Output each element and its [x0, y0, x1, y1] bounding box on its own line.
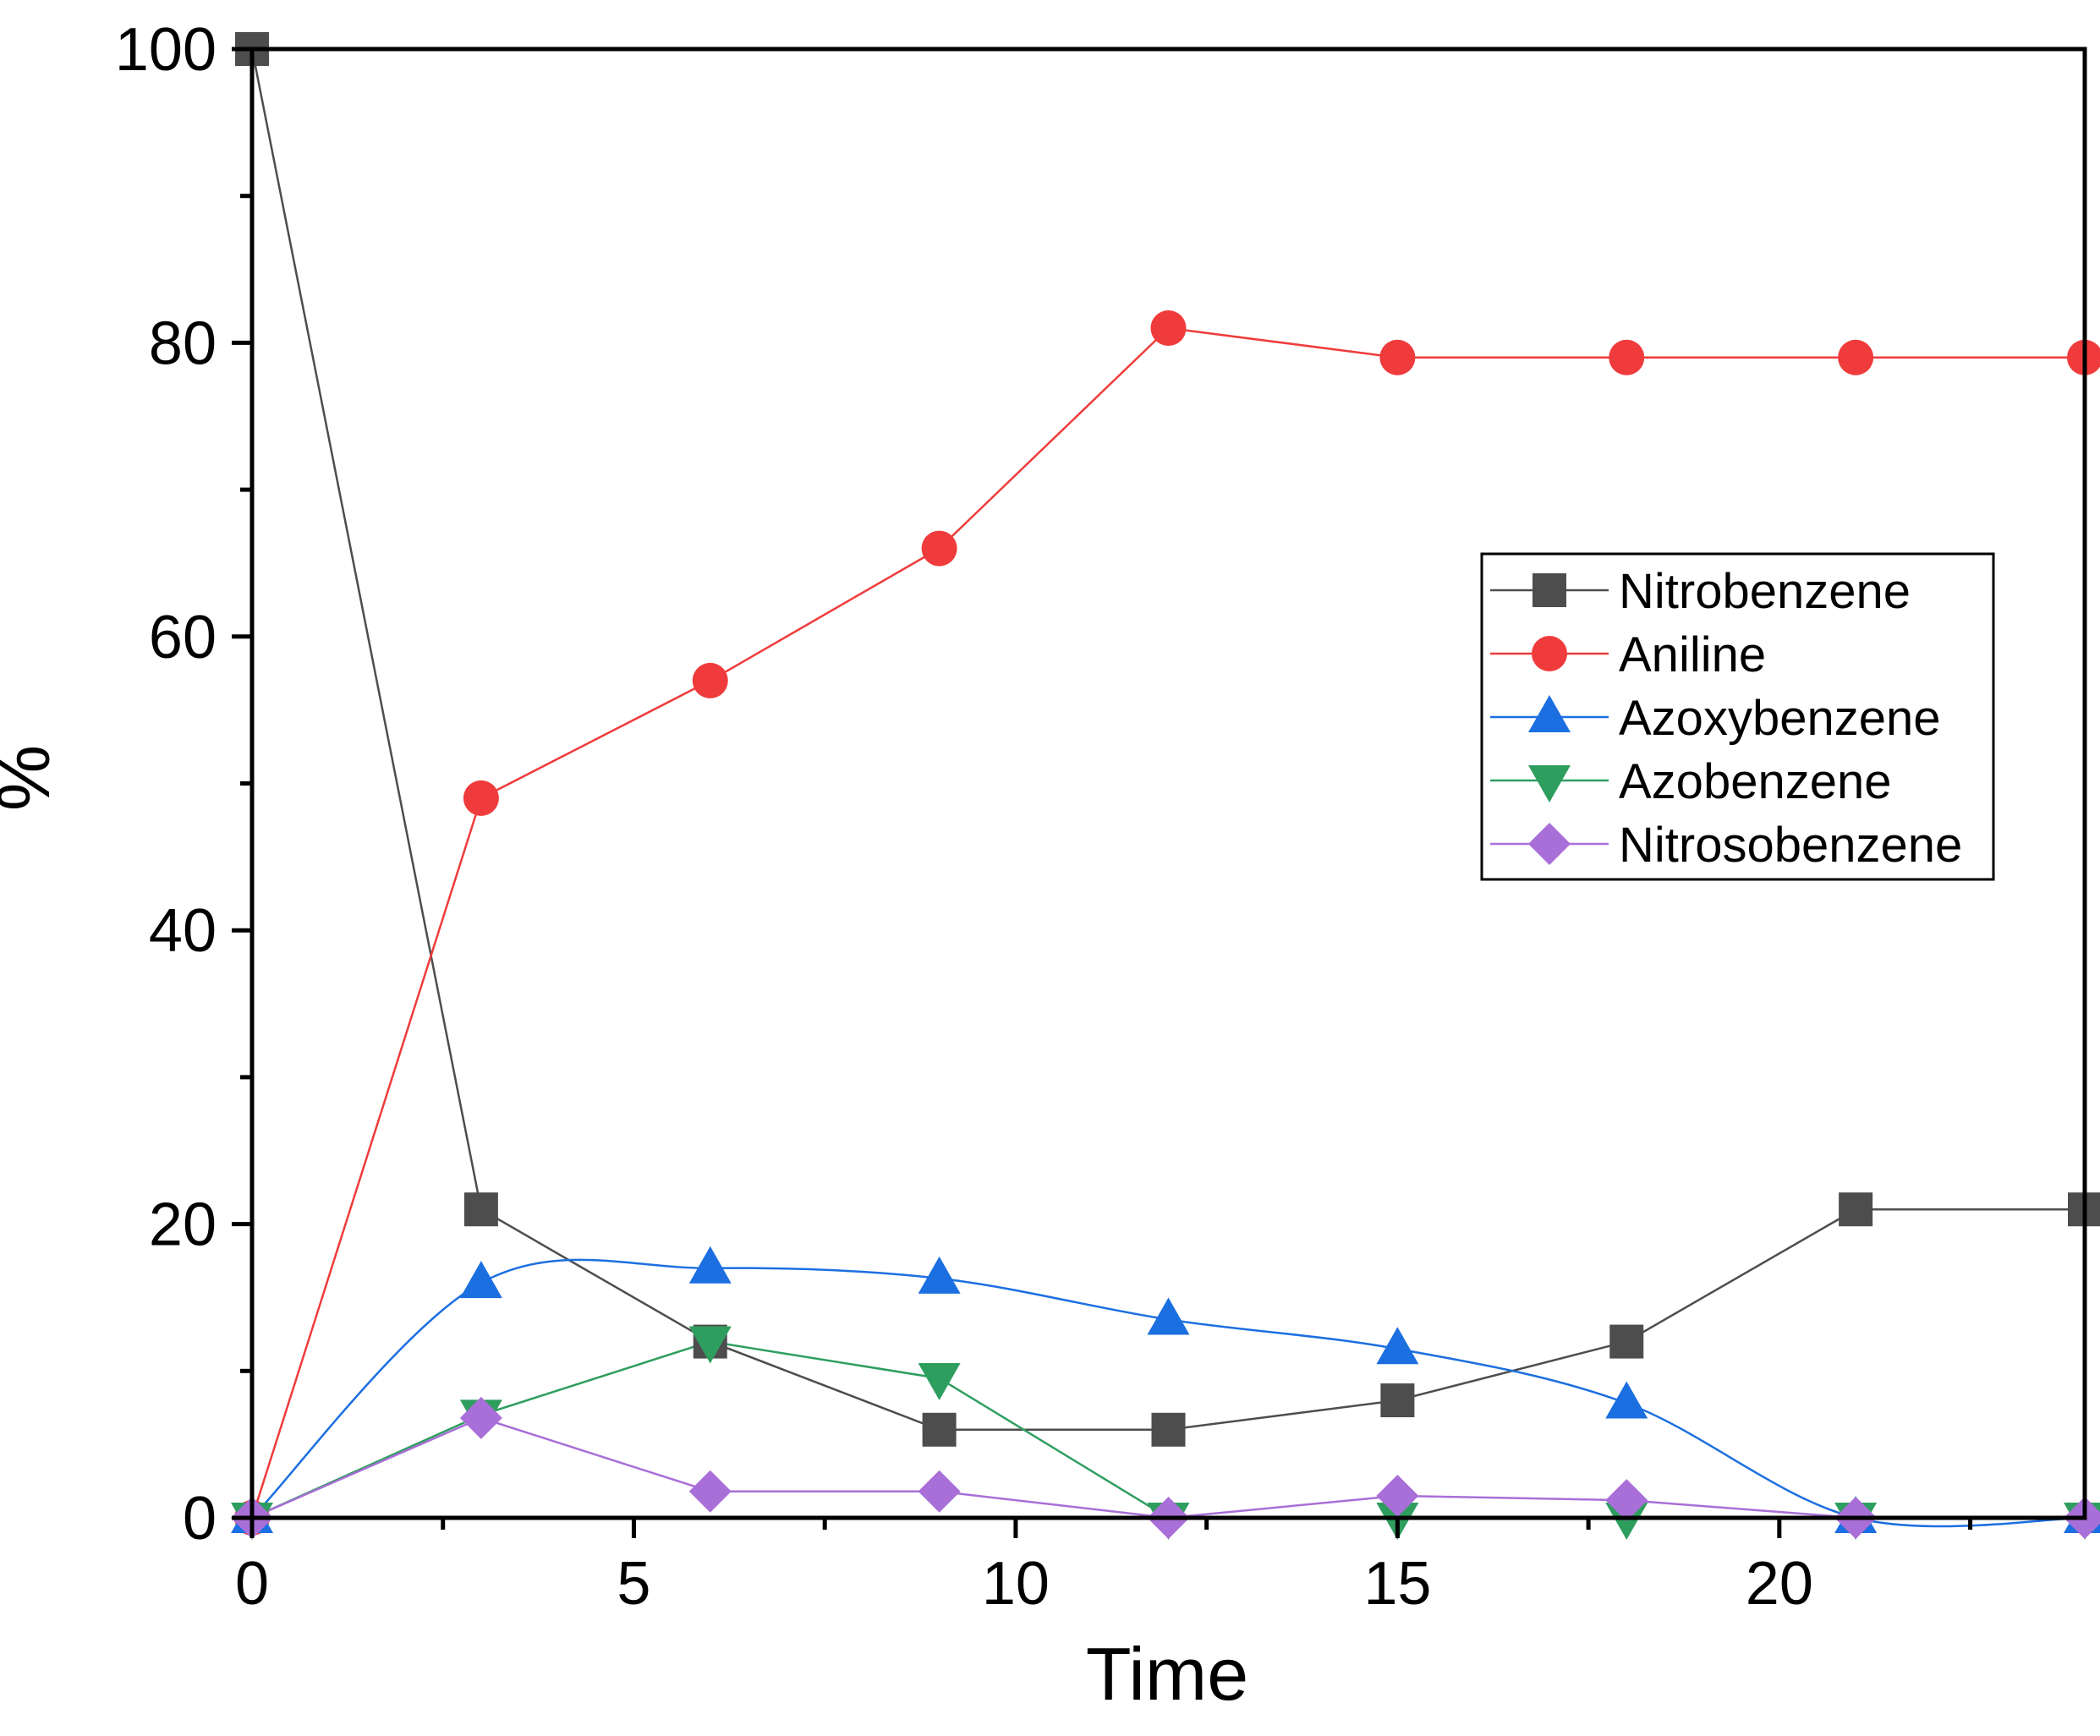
legend-label: Nitrobenzene: [1619, 564, 1911, 619]
data-point-azoxybenzene: [1147, 1297, 1190, 1335]
legend-marker: [1532, 636, 1567, 671]
x-tick-label: 10: [982, 1550, 1050, 1618]
data-point-nitrosobenzene: [688, 1470, 732, 1513]
data-point-nitrobenzene: [1151, 1412, 1186, 1447]
data-point-aniline: [1379, 339, 1416, 375]
y-tick-label: 60: [149, 604, 217, 671]
legend-marker: [1528, 695, 1571, 732]
y-tick-label: 0: [183, 1485, 217, 1553]
x-tick-label: 15: [1363, 1550, 1431, 1618]
data-point-nitrobenzene: [1609, 1324, 1644, 1359]
legend-label: Azobenzene: [1619, 754, 1891, 809]
data-point-azoxybenzene: [688, 1246, 732, 1284]
legend-item-nitrobenzene: Nitrobenzene: [1490, 564, 1911, 619]
x-axis-title: Time: [1086, 1632, 1248, 1716]
y-tick-label: 80: [149, 309, 217, 377]
data-point-azoxybenzene: [459, 1261, 502, 1299]
data-point-aniline: [1609, 339, 1645, 375]
legend-marker: [1533, 573, 1566, 607]
data-point-azoxybenzene: [1605, 1381, 1648, 1419]
x-tick-label: 20: [1746, 1550, 1813, 1618]
data-point-aniline: [1838, 339, 1874, 375]
legend-label: Azoxybenzene: [1619, 691, 1940, 746]
legend-label: Nitrosobenzene: [1619, 818, 1962, 873]
x-tick-label: 0: [235, 1550, 269, 1618]
legend-label: Aniline: [1619, 627, 1766, 682]
legend-item-nitrosobenzene: Nitrosobenzene: [1490, 818, 1962, 873]
data-point-nitrobenzene: [463, 1192, 498, 1227]
data-point-aniline: [463, 780, 499, 816]
legend-item-aniline: Aniline: [1490, 627, 1766, 682]
y-tick-label: 20: [149, 1191, 217, 1259]
legend-marker: [1528, 823, 1571, 865]
data-point-nitrobenzene: [1839, 1192, 1873, 1227]
data-point-nitrobenzene: [1380, 1383, 1415, 1418]
data-point-nitrosobenzene: [918, 1470, 961, 1513]
data-point-azoxybenzene: [1376, 1327, 1419, 1365]
data-point-nitrosobenzene: [1605, 1479, 1648, 1522]
data-point-nitrobenzene: [922, 1412, 957, 1447]
data-point-aniline: [692, 662, 728, 698]
legend-item-azobenzene: Azobenzene: [1490, 754, 1891, 809]
legend-marker: [1528, 765, 1571, 802]
series-line-aniline: [250, 326, 2085, 1519]
y-axis-title: %: [0, 745, 65, 811]
y-tick-label: 40: [149, 897, 217, 965]
data-point-azobenzene: [688, 1326, 732, 1364]
data-point-nitrosobenzene: [459, 1396, 502, 1439]
y-tick-label: 100: [115, 16, 217, 84]
data-point-nitrosobenzene: [1376, 1474, 1419, 1517]
data-point-aniline: [1150, 310, 1187, 347]
x-tick-label: 5: [617, 1550, 650, 1618]
data-point-azoxybenzene: [918, 1256, 961, 1294]
data-point-aniline: [921, 530, 957, 567]
legend-item-azoxybenzene: Azoxybenzene: [1490, 691, 1940, 746]
data-point-azobenzene: [918, 1362, 961, 1400]
